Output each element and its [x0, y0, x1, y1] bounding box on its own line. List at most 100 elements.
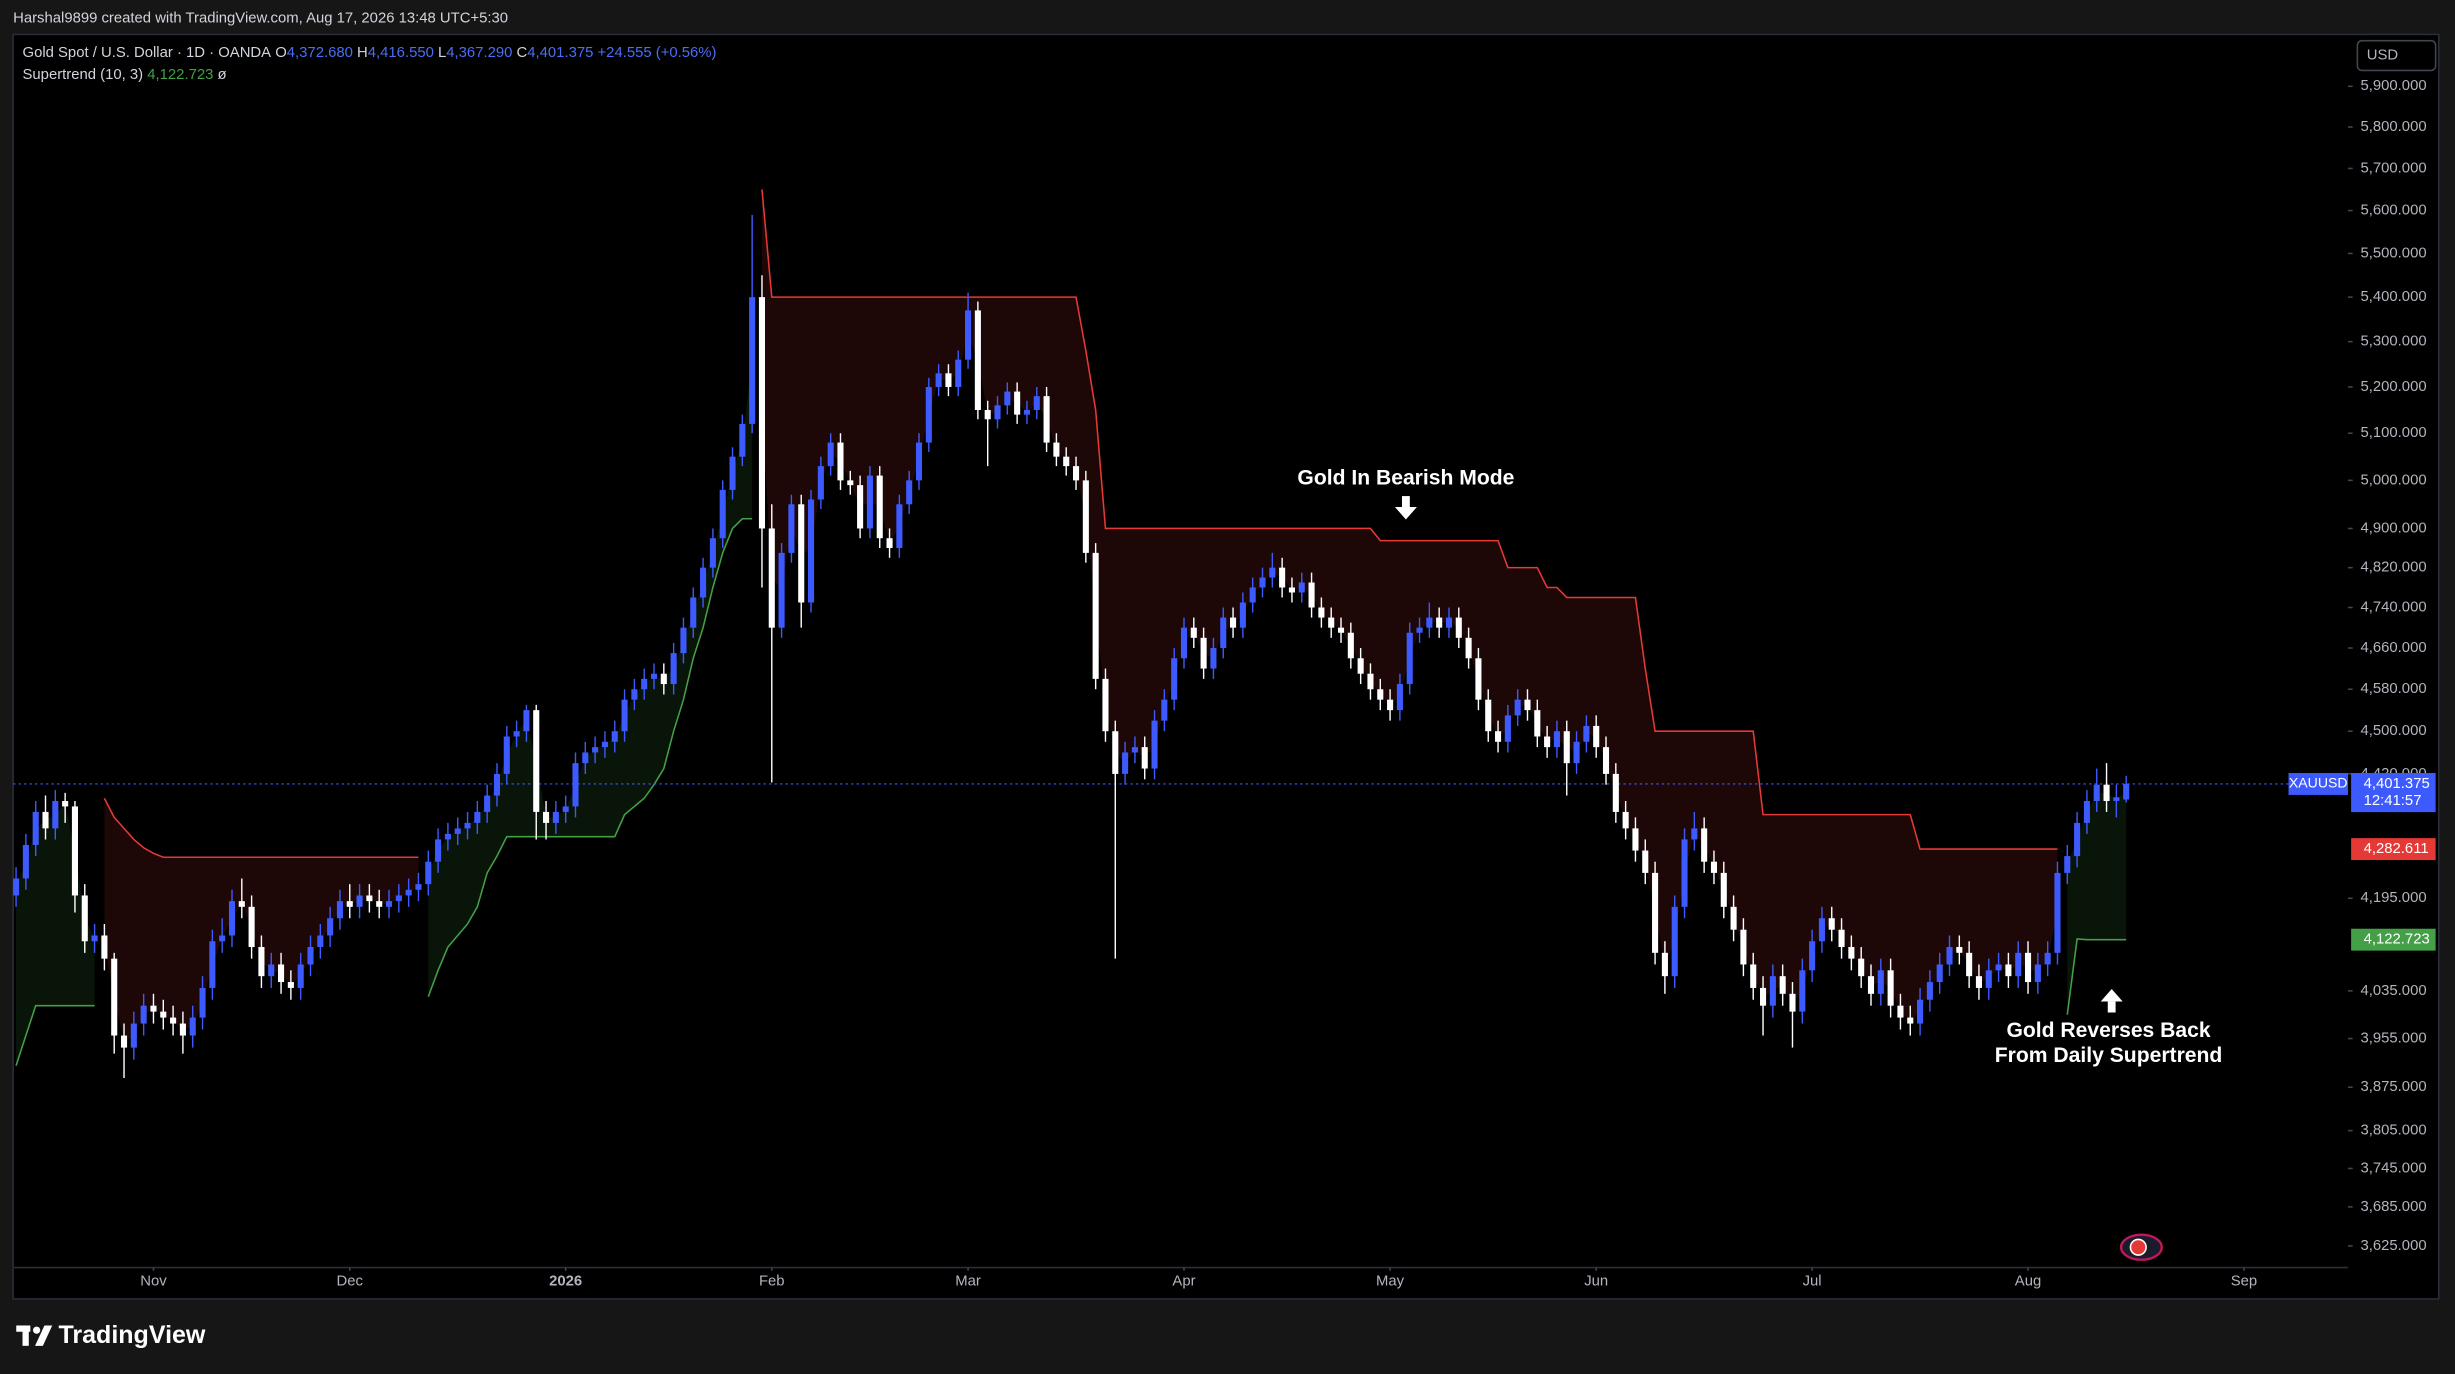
candle-body — [1740, 929, 1747, 965]
ohlc-value: 4,416.550 — [368, 45, 434, 61]
candle-body — [170, 1017, 177, 1024]
trend-fill — [104, 798, 419, 1042]
candle-body — [1190, 627, 1197, 638]
legend-indicator: Supertrend (10, 3) 4,122.723 ø — [23, 67, 227, 83]
candle-body — [248, 906, 255, 948]
y-tick-label: 5,300.000 — [2361, 334, 2427, 350]
candle-body — [405, 889, 412, 896]
candle-body — [1230, 617, 1237, 628]
candle-body — [1975, 976, 1983, 988]
x-tick-label: May — [1376, 1274, 1405, 1290]
candle-body — [955, 359, 962, 387]
candle-body — [1907, 1017, 1914, 1024]
candle-body — [2005, 964, 2012, 977]
candle-body — [52, 800, 59, 829]
candle-body — [307, 947, 314, 965]
candle-body — [925, 386, 932, 443]
candle-body — [1151, 720, 1158, 769]
candle-body — [474, 811, 481, 823]
candle-body — [641, 678, 648, 690]
candle-body — [1995, 964, 2002, 971]
candle-body — [1887, 970, 1894, 1006]
candle-body — [749, 297, 756, 424]
candle-body — [219, 935, 226, 942]
candle-body — [611, 731, 618, 742]
candle-body — [660, 673, 667, 685]
candle-body — [1161, 699, 1168, 721]
candle-body — [866, 475, 873, 529]
annotation-arrow — [2100, 989, 2123, 1013]
candle-body — [179, 1023, 186, 1036]
currency-button[interactable] — [2356, 39, 2437, 72]
candle-body — [160, 1011, 167, 1018]
ohlc-value: 4,401.375 — [527, 45, 593, 61]
candle-body — [1897, 1005, 1904, 1018]
candle-body — [1514, 699, 1521, 716]
candle-body — [1867, 976, 1875, 994]
y-tick-label: 4,900.000 — [2361, 520, 2427, 536]
candle-body — [680, 627, 687, 654]
indicator-name: Supertrend (10, 3) — [23, 67, 144, 83]
candle-body — [71, 806, 78, 896]
candle-body — [1033, 396, 1040, 410]
candle-body — [1112, 731, 1119, 774]
candle-body — [1652, 872, 1659, 953]
candle-body — [189, 1017, 196, 1036]
candle-body — [1917, 999, 1924, 1024]
y-tick-label: 4,580.000 — [2361, 681, 2427, 697]
candle-body — [2074, 822, 2081, 857]
candle-body — [238, 901, 245, 907]
candle-body — [336, 901, 343, 919]
candle-body — [935, 373, 942, 387]
candle-body — [1573, 741, 1580, 764]
candle-body — [13, 878, 20, 896]
candle-body — [1141, 747, 1148, 769]
candle-body — [1387, 699, 1394, 711]
candle-body — [827, 442, 834, 467]
candle-body — [572, 763, 579, 807]
y-tick-label: 4,740.000 — [2361, 599, 2427, 615]
candle-body — [1563, 731, 1570, 764]
candle-body — [1534, 710, 1541, 737]
candle-body — [1789, 993, 1796, 1012]
candle-body — [807, 499, 815, 603]
candle-body — [621, 699, 628, 732]
candle-body — [1583, 725, 1590, 742]
change: +24.555 (+0.56%) — [598, 45, 717, 61]
chart-pane — [12, 33, 2440, 1300]
candle-body — [758, 297, 766, 529]
price-label: 4,401.375 — [2364, 776, 2430, 792]
candle-body — [1759, 987, 1767, 1006]
candle-body — [965, 310, 972, 360]
candle-body — [1730, 906, 1737, 930]
candle-body — [1799, 970, 1806, 1012]
candle-body — [1485, 699, 1492, 732]
flag-dot — [2129, 1238, 2147, 1256]
annotation: Gold Reverses Back — [2006, 1019, 2210, 1042]
arrow-head — [1394, 507, 1417, 520]
candle-body — [81, 895, 88, 942]
candle-body — [1102, 678, 1109, 732]
symbol-label: XAUUSD — [2289, 775, 2348, 791]
candle-body — [1043, 396, 1050, 443]
candle-body — [817, 466, 824, 500]
candle-body — [1377, 689, 1384, 700]
candle-body — [788, 504, 795, 553]
candle-body — [454, 828, 461, 834]
candle-body — [317, 935, 324, 948]
candle-body — [1602, 747, 1610, 774]
candle-body — [994, 405, 1001, 420]
candle-body — [435, 839, 442, 862]
candle-body — [1642, 850, 1649, 873]
arrow-head — [2100, 989, 2123, 1002]
candle-body — [278, 964, 285, 983]
candle-body — [258, 947, 265, 977]
candle-body — [1612, 773, 1619, 812]
candle-body — [1750, 964, 1757, 988]
x-tick-label: Dec — [337, 1274, 364, 1290]
candle-body — [444, 833, 451, 840]
candle-body — [62, 800, 69, 807]
candle-body — [1122, 752, 1129, 774]
candle-body — [1720, 872, 1727, 907]
currency[interactable]: USD — [2367, 47, 2399, 63]
